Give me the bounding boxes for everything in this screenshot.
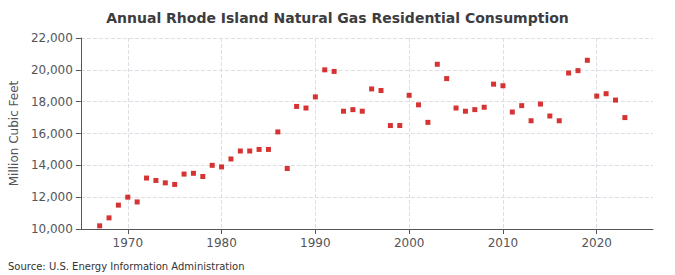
svg-text:18,000: 18,000 [31, 95, 73, 109]
svg-text:Source: U.S. Energy Informatio: Source: U.S. Energy Information Administ… [8, 261, 245, 272]
svg-text:2010: 2010 [488, 236, 519, 250]
svg-text:16,000: 16,000 [31, 127, 73, 141]
svg-text:12,000: 12,000 [31, 190, 73, 204]
svg-text:1980: 1980 [206, 236, 237, 250]
svg-text:20,000: 20,000 [31, 63, 73, 77]
svg-text:1970: 1970 [113, 236, 144, 250]
svg-text:2020: 2020 [581, 236, 612, 250]
svg-text:Million Cubic Feet: Million Cubic Feet [7, 80, 21, 186]
svg-text:14,000: 14,000 [31, 158, 73, 172]
svg-text:2000: 2000 [394, 236, 425, 250]
svg-text:Annual Rhode Island Natural Ga: Annual Rhode Island Natural Gas Resident… [106, 10, 569, 26]
svg-text:22,000: 22,000 [31, 31, 73, 45]
svg-text:10,000: 10,000 [31, 222, 73, 236]
svg-text:1990: 1990 [300, 236, 331, 250]
